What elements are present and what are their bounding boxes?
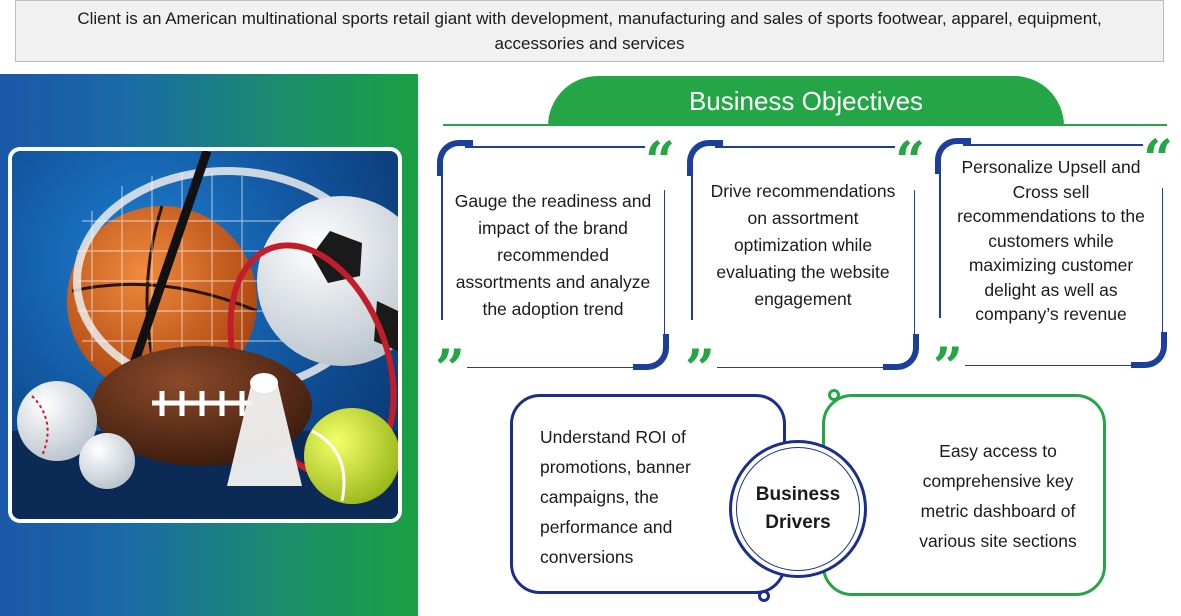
card-corner-bottom-right bbox=[1131, 332, 1167, 368]
objective-card-2: “ ” Drive recommendations on assortment … bbox=[685, 136, 925, 396]
quote-open-icon: “ bbox=[895, 131, 925, 192]
quote-close-icon: ” bbox=[435, 339, 465, 400]
card-corner-bottom-right bbox=[633, 334, 669, 370]
golf-ball bbox=[79, 433, 135, 489]
objective-text-3: Personalize Upsell and Cross sell recomm… bbox=[957, 157, 1145, 325]
card-left-border bbox=[691, 170, 693, 320]
objectives-header-tab bbox=[548, 76, 1064, 126]
driver-text-left: Understand ROI of promotions, banner cam… bbox=[540, 427, 691, 567]
sports-equipment-illustration bbox=[12, 151, 398, 519]
objective-card-1: “ ” Gauge the readiness and impact of th… bbox=[435, 136, 675, 396]
card-bottom-border bbox=[965, 364, 1141, 366]
sports-equipment-image bbox=[8, 147, 402, 523]
connector-dot-bottom bbox=[758, 590, 770, 602]
card-right-border bbox=[1161, 188, 1163, 338]
connector-dot-top bbox=[828, 389, 840, 401]
quote-open-icon: “ bbox=[645, 131, 675, 192]
card-top-border bbox=[715, 146, 895, 148]
card-corner-top-left bbox=[687, 140, 723, 176]
drivers-title: Business Drivers bbox=[729, 440, 867, 578]
tennis-ball bbox=[304, 408, 398, 504]
card-corner-top-left bbox=[437, 140, 473, 176]
card-bottom-border bbox=[467, 366, 643, 368]
client-banner: Client is an American multinational spor… bbox=[15, 0, 1164, 62]
objective-card-3: “ ” Personalize Upsell and Cross sell re… bbox=[933, 134, 1173, 394]
client-description: Client is an American multinational spor… bbox=[77, 9, 1102, 53]
objectives-title: Business Objectives bbox=[688, 85, 924, 116]
quote-open-icon: “ bbox=[1143, 129, 1173, 190]
card-corner-top-left bbox=[935, 138, 971, 174]
quote-close-icon: ” bbox=[933, 337, 963, 398]
shuttlecock bbox=[227, 381, 302, 486]
drivers-circle-inner-ring bbox=[736, 447, 860, 571]
card-top-border bbox=[963, 144, 1143, 146]
driver-text-right: Easy access to comprehensive key metric … bbox=[919, 441, 1077, 551]
objectives-header-line bbox=[443, 124, 1167, 126]
quote-close-icon: ” bbox=[685, 339, 715, 400]
card-top-border bbox=[465, 146, 645, 148]
card-corner-bottom-right bbox=[883, 334, 919, 370]
card-right-border bbox=[913, 190, 915, 340]
card-bottom-border bbox=[717, 366, 893, 368]
card-right-border bbox=[663, 190, 665, 340]
objective-text-2: Drive recommendations on assortment opti… bbox=[710, 180, 896, 309]
drivers-title-label: Business Drivers bbox=[755, 484, 841, 533]
card-left-border bbox=[939, 168, 941, 318]
objective-text-1: Gauge the readiness and impact of the br… bbox=[454, 190, 652, 319]
card-left-border bbox=[441, 170, 443, 320]
